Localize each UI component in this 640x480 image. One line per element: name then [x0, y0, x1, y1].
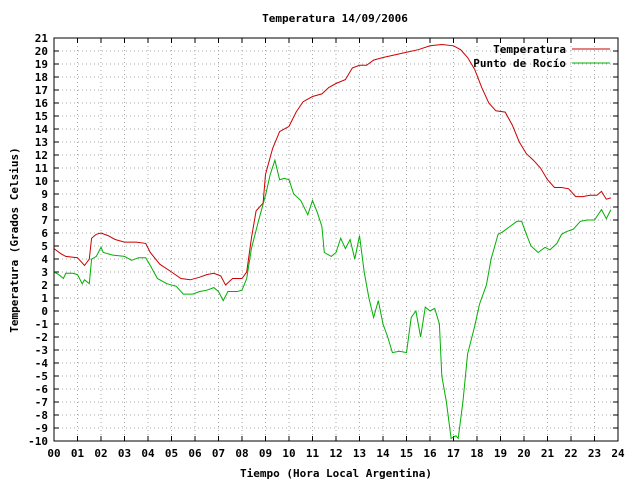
y-tick-label: 17 — [35, 84, 48, 97]
y-tick-label: 14 — [35, 123, 49, 136]
y-tick-label: 19 — [35, 58, 48, 71]
x-tick-label: 19 — [494, 447, 507, 460]
x-tick-label: 11 — [306, 447, 320, 460]
y-tick-label: 12 — [35, 149, 48, 162]
legend-label-0: Temperatura — [493, 43, 566, 56]
y-tick-label: 16 — [35, 97, 49, 110]
y-tick-label: 13 — [35, 136, 48, 149]
x-tick-label: 09 — [259, 447, 272, 460]
x-tick-label: 00 — [47, 447, 60, 460]
x-axis-label: Tiempo (Hora Local Argentina) — [240, 467, 432, 480]
x-tick-label: 05 — [165, 447, 178, 460]
y-tick-label: -6 — [35, 383, 49, 396]
x-tick-label: 22 — [564, 447, 577, 460]
x-tick-label: 10 — [282, 447, 295, 460]
x-tick-label: 18 — [470, 447, 483, 460]
y-tick-label: -5 — [35, 370, 48, 383]
y-tick-label: -10 — [28, 435, 48, 448]
y-tick-label: -4 — [35, 357, 49, 370]
y-tick-label: 3 — [41, 266, 48, 279]
y-tick-label: 20 — [35, 45, 48, 58]
y-tick-labels: 2120191817161514131211109876543210-1-2-3… — [28, 32, 48, 448]
x-tick-label: 02 — [94, 447, 107, 460]
series-lines — [53, 43, 612, 440]
y-tick-label: -1 — [35, 318, 49, 331]
x-tick-label: 21 — [541, 447, 555, 460]
x-tick-label: 20 — [517, 447, 530, 460]
y-tick-label: 0 — [41, 305, 48, 318]
x-tick-label: 07 — [212, 447, 225, 460]
y-tick-label: -8 — [35, 409, 48, 422]
plot-frame — [53, 37, 619, 442]
x-tick-label: 17 — [447, 447, 460, 460]
x-tick-label: 23 — [588, 447, 601, 460]
y-tick-label: 11 — [35, 162, 49, 175]
grid-lines — [53, 37, 619, 442]
y-tick-label: 15 — [35, 110, 48, 123]
x-tick-label: 08 — [235, 447, 248, 460]
y-tick-label: 7 — [41, 214, 48, 227]
y-tick-label: 6 — [41, 227, 48, 240]
x-tick-label: 14 — [376, 447, 390, 460]
y-axis-label: Temperatura (Grados Celsius) — [8, 147, 21, 332]
series-line-0 — [53, 43, 612, 286]
y-tick-label: -9 — [35, 422, 48, 435]
y-tick-label: 1 — [41, 292, 48, 305]
x-tick-label: 16 — [423, 447, 437, 460]
y-tick-label: 9 — [41, 188, 48, 201]
y-tick-label: 2 — [41, 279, 48, 292]
y-tick-label: 5 — [41, 240, 48, 253]
y-tick-label: -3 — [35, 344, 48, 357]
y-tick-label: 10 — [35, 175, 48, 188]
x-tick-label: 03 — [118, 447, 131, 460]
x-tick-label: 12 — [329, 447, 342, 460]
y-tick-label: -7 — [35, 396, 48, 409]
x-tick-label: 15 — [400, 447, 413, 460]
x-tick-label: 06 — [188, 447, 202, 460]
chart-title: Temperatura 14/09/2006 — [262, 12, 408, 25]
y-tick-label: -2 — [35, 331, 48, 344]
x-tick-label: 13 — [353, 447, 366, 460]
y-tick-label: 8 — [41, 201, 48, 214]
y-tick-label: 21 — [35, 32, 49, 45]
y-tick-label: 4 — [41, 253, 48, 266]
series-line-1 — [53, 158, 612, 440]
x-tick-label: 24 — [611, 447, 625, 460]
y-tick-label: 18 — [35, 71, 48, 84]
x-tick-labels: 00 01 02 03 04 05 06 07 08 09 10 11 12 13 14 15 16 17 18 19… — [47, 447, 625, 460]
x-tick-label: 01 — [71, 447, 85, 460]
legend-label-1: Punto de Rocío — [473, 57, 566, 70]
x-tick-label: 04 — [141, 447, 155, 460]
